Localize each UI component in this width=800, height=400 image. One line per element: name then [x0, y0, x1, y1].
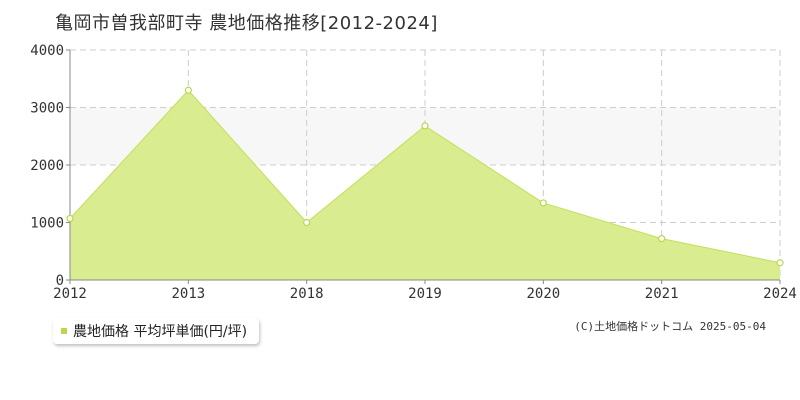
y-tick-label: 0 [56, 273, 64, 289]
y-tick-label: 1000 [30, 216, 64, 232]
axes [66, 49, 781, 284]
copyright-text: (C)土地価格ドットコム 2025-05-04 [574, 320, 766, 333]
series-area-fill [70, 90, 780, 280]
tick-labels: 0 1000 2000 3000 4000 2012 2013 2018 2019 2020 202… [30, 43, 797, 302]
x-tick-label: 2021 [645, 286, 679, 302]
chart-title: 亀岡市曽我部町寺 農地価格推移[2012-2024] [55, 13, 438, 34]
data-point [658, 235, 666, 243]
x-tick-label: 2018 [290, 286, 324, 302]
data-point [184, 86, 192, 94]
legend-label: 農地価格 平均坪単価(円/坪) [73, 324, 248, 340]
x-tick-label: 2020 [526, 286, 560, 302]
y-tick-label: 4000 [30, 43, 64, 59]
x-tick-label: 2012 [53, 286, 87, 302]
legend: 農地価格 平均坪単価(円/坪) [53, 318, 260, 344]
y-tick-label: 2000 [30, 158, 64, 174]
y-tick-label: 3000 [30, 101, 64, 117]
data-point [421, 122, 429, 130]
legend-swatch [61, 328, 67, 334]
data-point [303, 218, 311, 227]
series-markers [66, 86, 784, 267]
x-tick-label: 2013 [171, 286, 205, 302]
data-point [776, 259, 784, 267]
x-tick-label: 2019 [408, 286, 442, 302]
x-tick-label: 2024 [763, 286, 797, 302]
data-point [539, 199, 547, 207]
data-point [66, 214, 74, 223]
